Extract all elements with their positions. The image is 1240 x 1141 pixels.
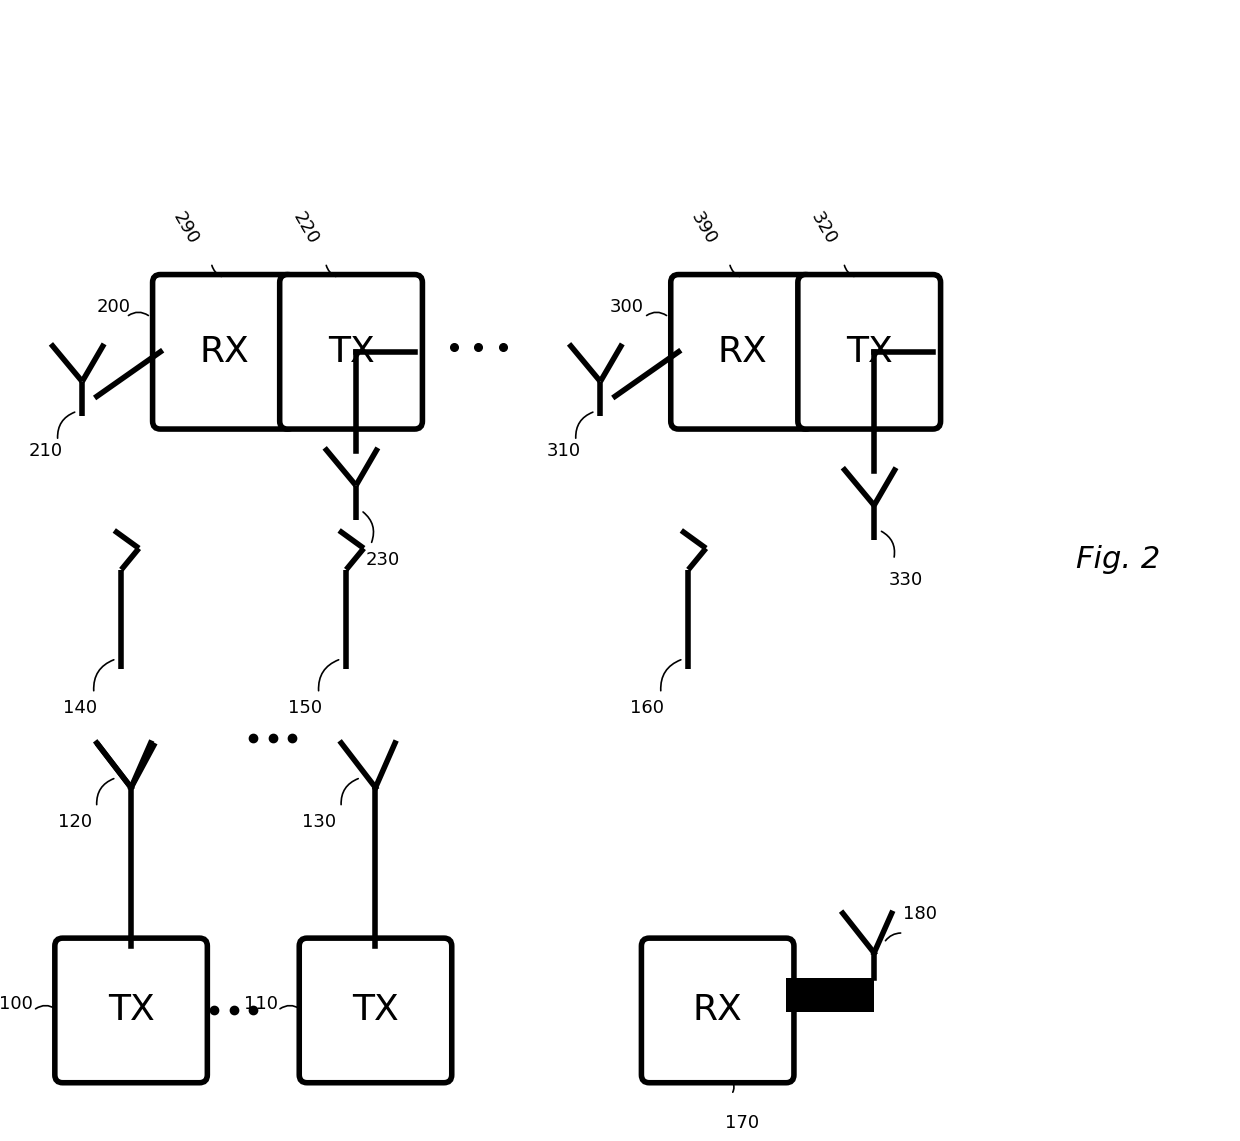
- Text: TX: TX: [352, 994, 399, 1027]
- Text: RX: RX: [717, 334, 768, 369]
- Text: 130: 130: [303, 814, 336, 832]
- Text: 180: 180: [904, 905, 937, 923]
- Text: Fig. 2: Fig. 2: [1076, 545, 1161, 574]
- Text: 120: 120: [58, 814, 92, 832]
- Text: 310: 310: [547, 442, 580, 460]
- FancyBboxPatch shape: [671, 275, 813, 429]
- Text: 290: 290: [170, 209, 202, 248]
- Text: 140: 140: [63, 699, 97, 718]
- Text: 300: 300: [610, 299, 644, 316]
- FancyBboxPatch shape: [280, 275, 423, 429]
- FancyBboxPatch shape: [797, 275, 941, 429]
- Text: TX: TX: [846, 334, 893, 369]
- Text: 330: 330: [889, 570, 923, 589]
- Text: 150: 150: [288, 699, 321, 718]
- FancyBboxPatch shape: [153, 275, 295, 429]
- Text: TX: TX: [108, 994, 155, 1027]
- Text: RX: RX: [200, 334, 249, 369]
- FancyBboxPatch shape: [55, 938, 207, 1083]
- Text: 210: 210: [29, 442, 62, 460]
- Text: 100: 100: [0, 995, 33, 1013]
- Text: 220: 220: [289, 209, 321, 248]
- Text: 160: 160: [630, 699, 663, 718]
- FancyBboxPatch shape: [299, 938, 451, 1083]
- Text: 110: 110: [243, 995, 278, 1013]
- Text: 200: 200: [97, 299, 131, 316]
- Text: 320: 320: [807, 209, 839, 248]
- FancyBboxPatch shape: [641, 938, 794, 1083]
- Text: 390: 390: [688, 209, 720, 248]
- Text: RX: RX: [693, 994, 743, 1027]
- Bar: [786, 978, 874, 1012]
- Text: 230: 230: [366, 551, 401, 569]
- Text: 170: 170: [724, 1115, 759, 1132]
- Text: TX: TX: [327, 334, 374, 369]
